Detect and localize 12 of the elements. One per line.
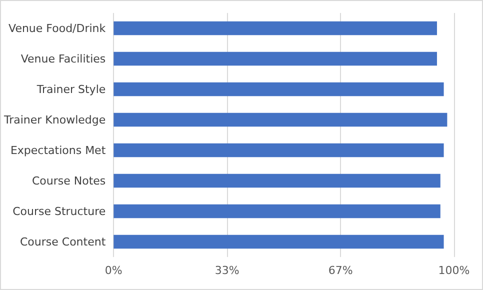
x-tick-label: 100% bbox=[438, 264, 470, 277]
x-tick-label: 33% bbox=[214, 264, 240, 277]
y-tick-label: Venue Facilities bbox=[20, 52, 106, 66]
y-tick-label: Expectations Met bbox=[10, 144, 106, 157]
y-tick-label: Trainer Knowledge bbox=[2, 113, 106, 126]
y-tick-label: Course Content bbox=[20, 235, 106, 248]
y-tick-label: Venue Food/Drink bbox=[8, 22, 106, 35]
x-tick-label: 67% bbox=[328, 264, 353, 277]
x-tick-label: 0% bbox=[104, 264, 122, 277]
y-tick-label: Course Structure bbox=[12, 204, 106, 218]
y-tick-label: Course Notes bbox=[32, 174, 106, 188]
y-tick-label: Trainer Style bbox=[36, 82, 106, 96]
